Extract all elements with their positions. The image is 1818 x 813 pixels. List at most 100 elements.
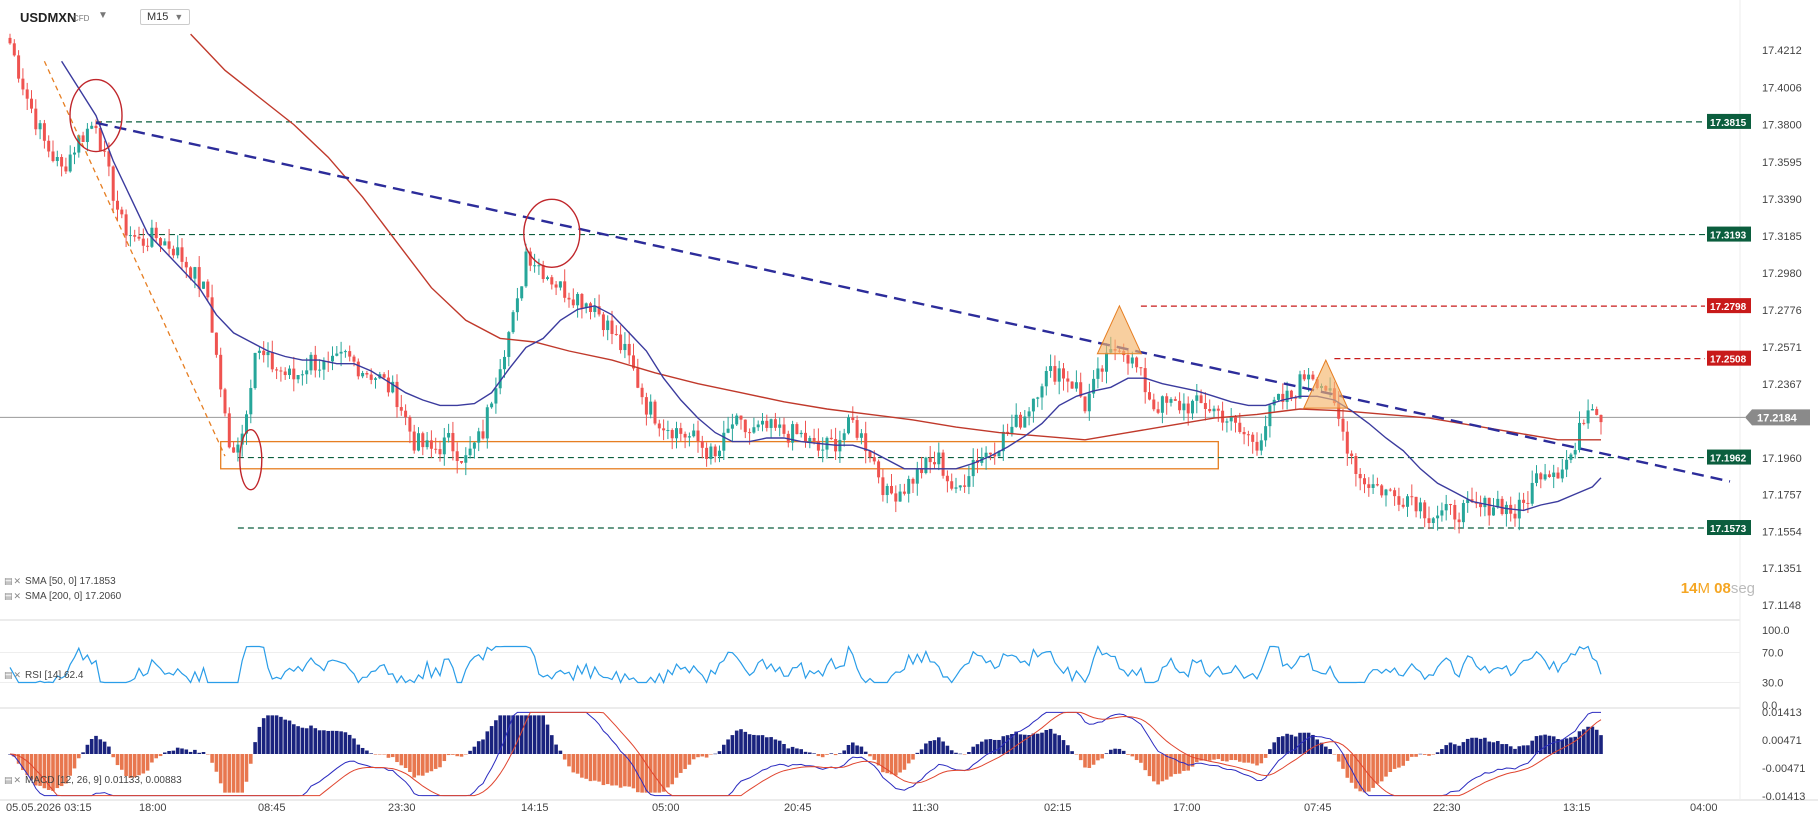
candle-body bbox=[554, 284, 558, 288]
candle-body bbox=[988, 452, 992, 455]
macd-histogram-bar bbox=[653, 754, 657, 793]
candle-body bbox=[1444, 504, 1448, 511]
macd-histogram-bar bbox=[584, 754, 588, 779]
sma200-legend[interactable]: ▤✕ SMA [200, 0] 17.2060 bbox=[4, 591, 121, 602]
candle-body bbox=[1363, 478, 1366, 485]
candle-body bbox=[369, 374, 373, 380]
macd-histogram-bar bbox=[1599, 735, 1603, 754]
macd-histogram-bar bbox=[1422, 754, 1427, 755]
settings-close-icon[interactable]: ▤✕ bbox=[4, 775, 23, 785]
macd-histogram-bar bbox=[313, 728, 318, 754]
macd-histogram-bar bbox=[1332, 754, 1337, 755]
candle-body bbox=[859, 433, 863, 438]
macd-histogram-bar bbox=[851, 742, 855, 754]
candle-body bbox=[657, 423, 661, 429]
candle-body bbox=[1543, 474, 1547, 480]
macd-histogram-bar bbox=[1358, 754, 1362, 792]
candle-body bbox=[184, 261, 188, 268]
macd-histogram-bar bbox=[1216, 754, 1221, 760]
macd-histogram-bar bbox=[1517, 746, 1522, 754]
macd-histogram-bar bbox=[1259, 754, 1264, 764]
candle-body bbox=[1380, 485, 1384, 496]
time-axis-label: 20:45 bbox=[784, 802, 812, 813]
candle-body bbox=[309, 354, 313, 371]
candle-body bbox=[391, 381, 395, 393]
candle-body bbox=[1208, 409, 1212, 412]
symbol-name[interactable]: USDMXN bbox=[20, 10, 77, 25]
candle-body bbox=[1298, 374, 1302, 399]
candle-body bbox=[395, 381, 399, 408]
macd-histogram-bar bbox=[532, 715, 537, 754]
macd-histogram-bar bbox=[1427, 754, 1431, 756]
macd-histogram-bar bbox=[425, 754, 429, 773]
macd-histogram-bar bbox=[64, 754, 68, 784]
macd-histogram-bar bbox=[266, 715, 270, 754]
macd-histogram-bar bbox=[507, 715, 511, 754]
candle-body bbox=[1401, 504, 1405, 507]
macd-histogram-bar bbox=[317, 730, 322, 754]
macd-histogram-bar bbox=[309, 725, 313, 754]
candle-body bbox=[1186, 403, 1190, 414]
macd-histogram-bar bbox=[541, 715, 545, 754]
candle-body bbox=[782, 424, 786, 434]
settings-close-icon[interactable]: ▤✕ bbox=[4, 576, 23, 586]
macd-histogram-bar bbox=[859, 746, 864, 754]
macd-histogram-bar bbox=[1147, 754, 1152, 777]
macd-histogram-bar bbox=[958, 753, 963, 755]
macd-histogram-bar bbox=[498, 715, 502, 754]
macd-histogram-bar bbox=[1276, 737, 1281, 754]
macd-histogram-bar bbox=[89, 739, 94, 754]
macd-histogram-bar bbox=[1104, 753, 1109, 754]
candle-body bbox=[292, 368, 296, 380]
candle-body bbox=[313, 354, 317, 371]
candle-body bbox=[1212, 408, 1216, 412]
candle-body bbox=[666, 430, 670, 432]
macd-histogram-bar bbox=[1121, 750, 1126, 754]
macd-histogram-bar bbox=[1152, 754, 1156, 782]
macd-histogram-bar bbox=[1306, 732, 1311, 754]
sma50-legend[interactable]: ▤✕ SMA [50, 0] 17.1853 bbox=[4, 576, 116, 587]
rsi-axis-label: 100.0 bbox=[1762, 625, 1790, 637]
candle-body bbox=[1148, 392, 1151, 400]
candle-body bbox=[610, 320, 614, 334]
candle-body bbox=[950, 481, 954, 489]
settings-close-icon[interactable]: ▤✕ bbox=[4, 591, 23, 601]
macd-histogram-bar bbox=[429, 754, 434, 772]
macd-histogram-bar bbox=[274, 715, 279, 754]
candle-body bbox=[1268, 405, 1272, 427]
macd-histogram-bar bbox=[1053, 733, 1057, 754]
candle-body bbox=[679, 428, 683, 434]
candle-body bbox=[1354, 456, 1358, 474]
candle-body bbox=[550, 277, 554, 285]
candle-body bbox=[1487, 497, 1491, 516]
candle-body bbox=[1423, 502, 1427, 519]
sma50-label: SMA [50, 0] 17.1853 bbox=[25, 576, 116, 587]
candle-body bbox=[77, 135, 81, 153]
macd-histogram-bar bbox=[1526, 745, 1530, 754]
rsi-legend[interactable]: ▤✕ RSI [14] 62.4 bbox=[4, 670, 83, 681]
symbol-dropdown-icon[interactable]: ▼ bbox=[98, 10, 108, 21]
macd-histogram-bar bbox=[872, 754, 877, 760]
candle-body bbox=[412, 431, 416, 451]
timeframe-select[interactable]: M15 ▼ bbox=[140, 9, 191, 25]
candle-body bbox=[816, 440, 820, 451]
candle-body bbox=[460, 461, 463, 463]
macd-histogram-bar bbox=[180, 748, 184, 754]
macd-histogram-bar bbox=[459, 754, 464, 757]
candle-body bbox=[868, 451, 872, 458]
candle-body bbox=[945, 475, 949, 482]
candle-body bbox=[1582, 422, 1586, 424]
macd-histogram-bar bbox=[1096, 754, 1100, 761]
macd-legend[interactable]: ▤✕ MACD [12, 26, 9] 0.01133, 0.00883 bbox=[4, 775, 182, 786]
macd-histogram-bar bbox=[1487, 741, 1491, 754]
macd-histogram-bar bbox=[279, 716, 283, 754]
candle-body bbox=[472, 442, 476, 449]
macd-histogram-bar bbox=[382, 754, 386, 755]
macd-signal-line bbox=[9, 711, 1602, 797]
candle-body bbox=[245, 414, 248, 434]
macd-histogram-bar bbox=[102, 741, 107, 754]
candle-body bbox=[1066, 378, 1070, 382]
settings-close-icon[interactable]: ▤✕ bbox=[4, 670, 23, 680]
